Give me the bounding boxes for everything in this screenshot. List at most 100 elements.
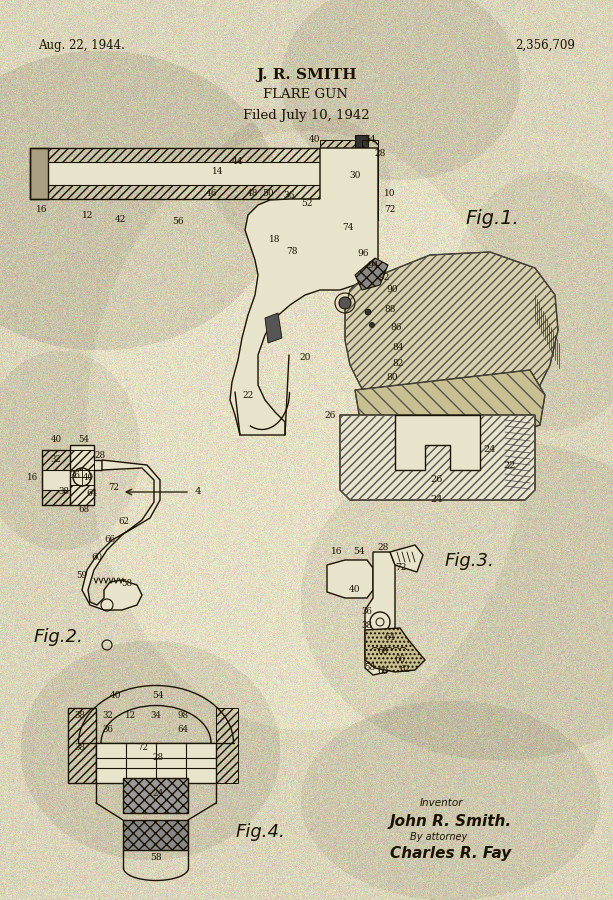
Text: 84: 84 — [392, 344, 404, 353]
Text: 68: 68 — [78, 506, 89, 515]
Text: 66: 66 — [395, 655, 406, 664]
Text: Fig.4.: Fig.4. — [236, 823, 286, 841]
Circle shape — [339, 297, 351, 309]
Text: 48: 48 — [247, 188, 259, 197]
Polygon shape — [70, 445, 102, 505]
Text: 60: 60 — [378, 668, 389, 677]
Text: 92: 92 — [378, 274, 390, 283]
Text: 62: 62 — [118, 518, 129, 526]
Polygon shape — [340, 415, 535, 500]
Text: 58: 58 — [150, 853, 162, 862]
Polygon shape — [355, 370, 545, 445]
Polygon shape — [390, 545, 423, 572]
Text: 44: 44 — [232, 158, 244, 166]
Text: 58: 58 — [365, 663, 376, 672]
Text: 28: 28 — [153, 753, 164, 762]
Text: 40: 40 — [50, 436, 61, 445]
Polygon shape — [265, 313, 282, 343]
Circle shape — [365, 309, 371, 315]
Text: 42: 42 — [114, 215, 126, 224]
Text: 14: 14 — [212, 167, 224, 176]
Text: 28: 28 — [94, 451, 105, 460]
Text: 2,356,709: 2,356,709 — [515, 39, 575, 51]
Text: 28: 28 — [375, 148, 386, 157]
Text: 54: 54 — [353, 547, 365, 556]
Text: 40: 40 — [82, 472, 94, 482]
Text: Charles R. Fay: Charles R. Fay — [390, 846, 511, 861]
Text: 28: 28 — [378, 544, 389, 553]
Text: 38: 38 — [75, 712, 85, 721]
Text: 46: 46 — [206, 188, 218, 197]
Text: 88: 88 — [384, 305, 396, 314]
Text: 90: 90 — [386, 285, 398, 294]
Polygon shape — [345, 252, 558, 442]
Text: FLARE GUN: FLARE GUN — [264, 88, 349, 102]
Polygon shape — [30, 148, 48, 199]
Text: 80: 80 — [386, 374, 398, 382]
Text: Inventor: Inventor — [420, 798, 463, 808]
Text: 32: 32 — [50, 455, 61, 464]
Polygon shape — [230, 148, 378, 435]
Text: 78: 78 — [286, 248, 298, 256]
Text: 59: 59 — [77, 571, 88, 580]
Text: 40: 40 — [110, 691, 122, 700]
Polygon shape — [345, 560, 367, 570]
Text: 26: 26 — [431, 475, 443, 484]
Polygon shape — [123, 778, 188, 813]
Text: 98: 98 — [177, 712, 189, 721]
Text: 4: 4 — [195, 488, 202, 497]
Text: Fig.1.: Fig.1. — [465, 209, 519, 228]
Text: 20: 20 — [299, 354, 311, 363]
Text: 56: 56 — [172, 218, 184, 227]
Bar — [96, 743, 216, 783]
Polygon shape — [365, 628, 425, 672]
Text: J. R. SMITH: J. R. SMITH — [256, 68, 356, 82]
Text: 24: 24 — [484, 446, 497, 454]
Polygon shape — [395, 415, 480, 470]
Text: 52: 52 — [301, 200, 313, 209]
Text: 40: 40 — [349, 586, 360, 595]
Text: 68: 68 — [378, 647, 389, 656]
Text: 54: 54 — [78, 436, 89, 445]
Text: 22: 22 — [242, 391, 254, 400]
Text: 34: 34 — [151, 712, 161, 721]
Text: Fig.2.: Fig.2. — [34, 628, 84, 646]
Polygon shape — [355, 258, 388, 290]
Text: John R. Smith.: John R. Smith. — [390, 814, 512, 829]
Text: 30: 30 — [349, 170, 360, 179]
Text: 64: 64 — [178, 725, 189, 734]
Text: 16: 16 — [26, 473, 37, 482]
Text: 12: 12 — [124, 712, 135, 721]
Polygon shape — [45, 162, 320, 185]
Text: 64: 64 — [86, 489, 97, 498]
Text: 72: 72 — [395, 563, 406, 572]
Text: 22: 22 — [504, 461, 516, 470]
Polygon shape — [355, 135, 368, 148]
Text: 62: 62 — [400, 665, 411, 674]
Text: Fig.3.: Fig.3. — [445, 552, 495, 570]
Text: 12: 12 — [82, 211, 94, 220]
Text: 26: 26 — [324, 410, 336, 419]
Text: 36: 36 — [283, 191, 295, 200]
Text: 36: 36 — [102, 725, 113, 734]
Text: 36: 36 — [362, 608, 373, 616]
Text: 54: 54 — [152, 691, 164, 700]
Text: 94: 94 — [367, 260, 379, 269]
Bar — [123, 820, 188, 850]
Text: 10: 10 — [384, 188, 396, 197]
Text: 64: 64 — [384, 634, 395, 643]
Text: 16: 16 — [331, 547, 343, 556]
Polygon shape — [350, 570, 363, 585]
Polygon shape — [365, 552, 395, 675]
Polygon shape — [42, 470, 70, 490]
Text: 86: 86 — [390, 323, 402, 332]
Bar — [68, 708, 96, 783]
Text: 32: 32 — [102, 712, 113, 721]
Text: 72: 72 — [109, 483, 120, 492]
Text: 38: 38 — [362, 620, 373, 629]
Text: 16: 16 — [36, 205, 48, 214]
Text: 38: 38 — [58, 488, 69, 497]
Text: 18: 18 — [269, 236, 281, 245]
Text: 82: 82 — [392, 358, 404, 367]
Text: 74: 74 — [342, 223, 354, 232]
